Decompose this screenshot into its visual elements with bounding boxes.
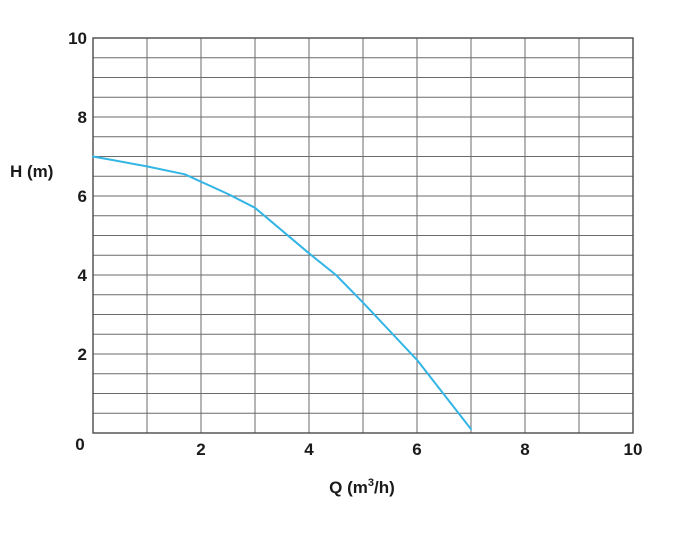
x-tick-label: 4 <box>304 440 314 459</box>
y-tick-label: 4 <box>78 266 88 285</box>
series-layer <box>92 155 472 431</box>
y-tick-label: 10 <box>68 29 87 48</box>
grid <box>92 37 634 434</box>
plot-frame <box>92 37 634 434</box>
y-tick-label: 6 <box>78 187 87 206</box>
x-tick-label: 10 <box>624 440 643 459</box>
x-tick-labels: 2 4 6 8 10 0 <box>75 435 642 459</box>
x-tick-label: 2 <box>196 440 205 459</box>
series-line-1 <box>92 155 472 431</box>
x-tick-label: 6 <box>412 440 421 459</box>
y-tick-label: 2 <box>78 345 87 364</box>
origin-tick-label: 0 <box>75 435 84 454</box>
x-axis-label: Q (m3/h) <box>329 477 395 497</box>
x-tick-label: 8 <box>520 440 529 459</box>
y-tick-label: 8 <box>78 108 87 127</box>
y-axis-label: H (m) <box>10 162 53 181</box>
y-tick-labels: 2 4 6 8 10 <box>68 29 87 364</box>
